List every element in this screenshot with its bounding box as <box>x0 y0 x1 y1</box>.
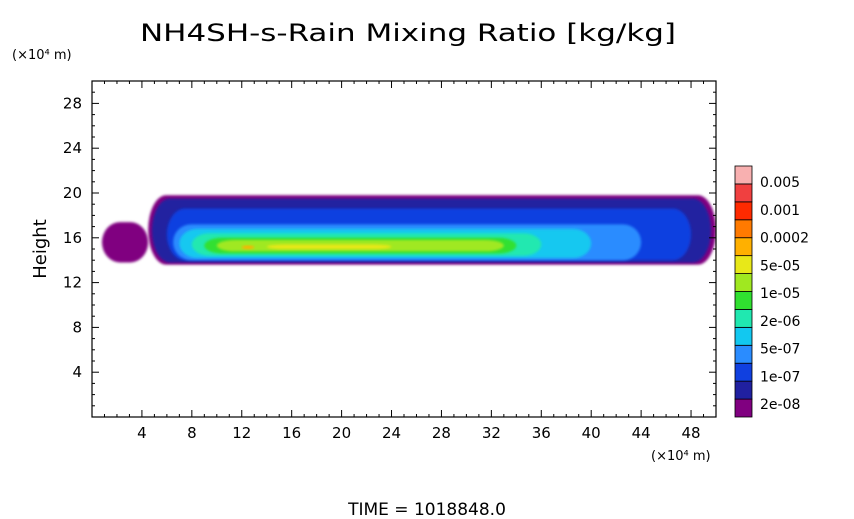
field-region-0 <box>101 222 149 263</box>
x-tick-label: 8 <box>187 424 197 442</box>
y-tick-label: 4 <box>72 363 82 381</box>
x-tick-label: 4 <box>137 424 147 442</box>
colorbar-swatch <box>734 219 753 239</box>
colorbar-swatch <box>734 255 753 274</box>
x-tick-label: 16 <box>282 424 301 442</box>
y-tick-label: 20 <box>63 184 82 202</box>
x-unit-label: (×10⁴ m) <box>651 449 711 464</box>
x-tick-label: 28 <box>432 424 451 442</box>
y-unit-label: (×10⁴ m) <box>12 48 72 63</box>
x-axis: 4 8 12 16 20 24 28 32 36 40 44 48 <box>103 81 705 442</box>
colorbar-swatch <box>734 398 753 418</box>
chart-title: NH4SH-s-Rain Mixing Ratio [kg/kg] <box>140 19 676 47</box>
y-tick-label: 12 <box>63 274 82 292</box>
y-tick-label: 8 <box>72 318 82 336</box>
field-region-9 <box>266 244 392 249</box>
x-tick-label: 48 <box>681 424 700 442</box>
x-tick-label: 40 <box>582 424 601 442</box>
y-axis-label: Height <box>30 219 51 279</box>
y-tick-label: 28 <box>63 94 82 112</box>
y-axis: 4 8 12 16 20 24 28 <box>63 91 716 407</box>
x-tick-label: 44 <box>632 424 651 442</box>
colorbar-swatch <box>734 326 753 346</box>
colorbar-swatch <box>734 273 753 292</box>
colorbar-label: 1e-05 <box>760 286 800 302</box>
colorbar-label: 5e-05 <box>760 258 800 274</box>
colorbar-label: 2e-08 <box>760 397 800 413</box>
x-tick-label: 20 <box>332 424 351 442</box>
colorbar-swatch <box>734 309 753 328</box>
colorbar-label: 5e-07 <box>760 342 800 358</box>
colorbar-swatch <box>734 380 753 400</box>
x-tick-label: 12 <box>232 424 251 442</box>
colorbar-label: 0.005 <box>760 175 800 191</box>
colorbar-swatch <box>734 362 753 382</box>
colorbar-swatch <box>734 237 753 257</box>
colorbar-label: 0.0002 <box>760 231 809 247</box>
colorbar-label: 1e-07 <box>760 369 800 385</box>
x-tick-label: 32 <box>482 424 501 442</box>
time-label: TIME = 1018848.0 <box>347 500 506 519</box>
colorbar-swatch <box>734 201 753 221</box>
field-region-10 <box>241 245 255 249</box>
colorbar-swatch <box>734 165 753 185</box>
y-tick-label: 16 <box>63 229 82 247</box>
colorbar-swatch <box>734 183 753 203</box>
y-tick-label: 24 <box>63 139 82 157</box>
colorbar-label: 2e-06 <box>760 314 800 330</box>
colorbar: 0.005 0.001 0.0002 5e-05 1e-05 2e-06 5e-07 1e-0… <box>734 165 809 418</box>
colorbar-swatch <box>734 291 753 310</box>
colorbar-swatch <box>734 344 753 364</box>
x-tick-label: 36 <box>532 424 551 442</box>
data-field <box>101 195 716 265</box>
x-tick-label: 24 <box>382 424 401 442</box>
colorbar-label: 0.001 <box>760 203 800 219</box>
